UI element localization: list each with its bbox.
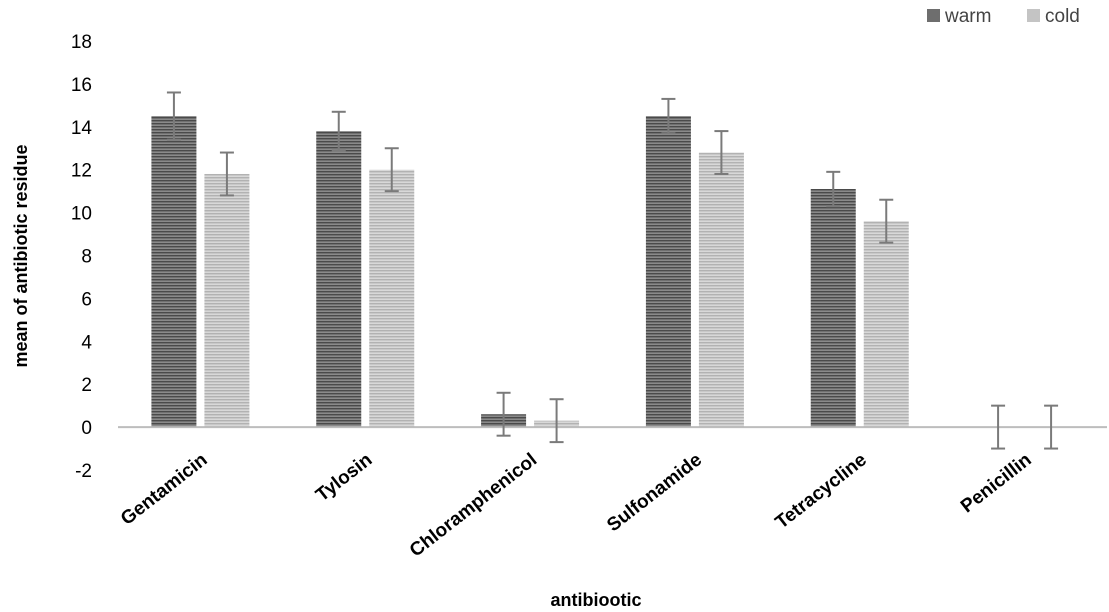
- x-axis-title: antibiootic: [551, 590, 642, 610]
- legend-label: cold: [1045, 6, 1080, 27]
- legend-label: warm: [944, 6, 991, 27]
- y-axis-title: mean of antibiotic residue: [11, 144, 31, 367]
- bar-warm: [316, 131, 362, 428]
- y-tick-label: 14: [71, 118, 93, 139]
- y-tick-label: 8: [81, 247, 92, 268]
- y-tick-label: 16: [71, 75, 92, 96]
- legend: warm cold: [927, 6, 1080, 27]
- y-tick-label: 12: [71, 161, 92, 182]
- x-category-label: Chloramphenicol: [406, 449, 541, 561]
- legend-swatch: [927, 9, 940, 22]
- bar-cold: [698, 152, 744, 428]
- error-bar: [166, 91, 181, 141]
- error-bar: [549, 398, 564, 444]
- y-tick-label: 18: [71, 32, 92, 53]
- bars-layer: [151, 116, 909, 428]
- bar-warm: [645, 116, 691, 428]
- error-bar: [879, 198, 894, 244]
- x-category-label: Tylosin: [312, 449, 376, 506]
- x-category-label: Gentamicin: [117, 449, 211, 529]
- error-bar: [826, 170, 841, 208]
- bar-warm: [151, 116, 197, 428]
- x-category-label: Penicillin: [957, 449, 1036, 517]
- error-bar: [496, 391, 511, 437]
- error-bar: [331, 110, 346, 152]
- legend-item-cold: cold: [1027, 6, 1080, 27]
- error-bars-layer: [166, 91, 1059, 450]
- y-tick-label: 6: [81, 289, 92, 310]
- y-tick-label: 10: [71, 204, 92, 225]
- y-tick-label: 2: [81, 375, 92, 396]
- error-bar: [219, 151, 234, 197]
- error-bar: [661, 97, 676, 135]
- y-tick-label: -2: [75, 461, 92, 482]
- error-bar: [384, 147, 399, 193]
- error-bar: [1044, 404, 1059, 450]
- y-tick-label: 0: [81, 418, 92, 439]
- bar-cold: [863, 221, 909, 428]
- bar-warm: [810, 189, 856, 428]
- legend-swatch: [1027, 9, 1040, 22]
- error-bar: [991, 404, 1006, 450]
- x-axis-category-labels: Gentamicin Tylosin Chloramphenicol Sulfonam…: [117, 449, 1036, 561]
- bar-cold: [204, 173, 250, 428]
- x-category-label: Sulfonamide: [603, 449, 706, 536]
- bar-cold: [369, 169, 415, 428]
- error-bar: [714, 130, 729, 175]
- y-tick-label: 4: [81, 332, 92, 353]
- legend-item-warm: warm: [927, 6, 991, 27]
- x-category-label: Tetracycline: [772, 449, 871, 533]
- y-axis-ticks: -2 0 2 4 6 8 10 12 14 16 18: [71, 32, 93, 482]
